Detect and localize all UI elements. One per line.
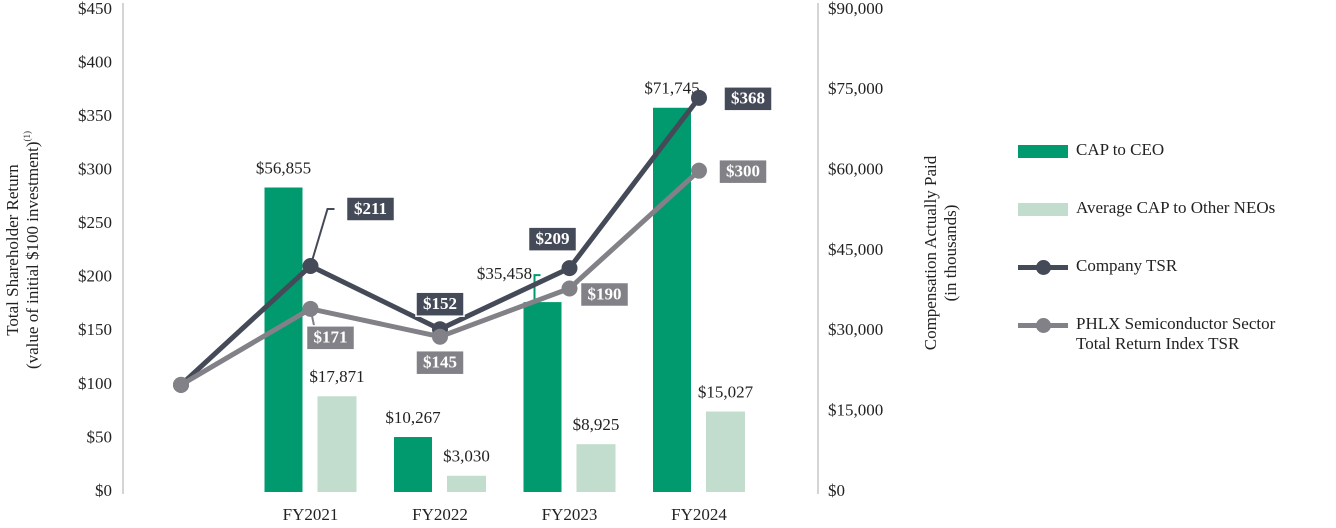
y-axis-title: Total Shareholder Return bbox=[3, 164, 22, 336]
y-axis-title: (value of initial $100 investment)(1) bbox=[22, 131, 42, 369]
line-value-label: $152 bbox=[423, 294, 457, 313]
legend-label: CAP to CEO bbox=[1076, 140, 1165, 159]
y-tick-label: $300 bbox=[78, 160, 112, 179]
bar bbox=[653, 107, 691, 493]
legend-swatch bbox=[1018, 203, 1068, 216]
y-axis-note: (1) bbox=[22, 131, 32, 142]
bar-value-label: $71,745 bbox=[644, 79, 699, 98]
y-tick-label: $100 bbox=[78, 374, 112, 393]
legend: CAP to CEO Average CAP to Other NEOs Compa… bbox=[1018, 140, 1336, 392]
x-tick-label: FY2023 bbox=[542, 505, 598, 524]
value-label-box bbox=[527, 226, 578, 252]
y2-axis-title: (in thousands) bbox=[941, 205, 960, 302]
legend-item: Company TSR bbox=[1018, 256, 1336, 276]
y2-tick-label: $60,000 bbox=[828, 160, 883, 179]
y2-tick-label: $45,000 bbox=[828, 240, 883, 259]
legend-label: Average CAP to Other NEOs bbox=[1076, 198, 1276, 217]
bar-value-label: $3,030 bbox=[443, 447, 490, 466]
legend-item: PHLX Semiconductor Sector Total Return I… bbox=[1018, 314, 1336, 354]
y2-tick-label: $0 bbox=[828, 481, 845, 500]
x-tick-label: FY2024 bbox=[671, 505, 727, 524]
x-tick-label: FY2022 bbox=[412, 505, 468, 524]
line-marker bbox=[561, 260, 578, 277]
y-axis-title-line: (value of initial $100 investment) bbox=[23, 141, 42, 369]
value-label-box bbox=[415, 291, 465, 317]
legend-label: Company TSR bbox=[1076, 256, 1178, 275]
bar-value-label: $17,871 bbox=[309, 367, 364, 386]
y2-tick-label: $30,000 bbox=[828, 320, 883, 339]
legend-swatch bbox=[1018, 318, 1068, 333]
value-label-box bbox=[345, 196, 396, 222]
line-value-label: $211 bbox=[354, 199, 387, 218]
y-tick-label: $0 bbox=[95, 481, 112, 500]
y-tick-label: $200 bbox=[78, 267, 112, 286]
bar bbox=[317, 396, 357, 492]
bar bbox=[523, 302, 562, 492]
bar bbox=[264, 187, 303, 492]
bar bbox=[447, 475, 486, 492]
y2-tick-label: $75,000 bbox=[828, 79, 883, 98]
bar-value-label: $8,925 bbox=[573, 415, 620, 434]
line-value-label: $190 bbox=[588, 284, 622, 303]
line-marker bbox=[173, 376, 189, 393]
legend-item: CAP to CEO bbox=[1018, 140, 1336, 160]
line-marker bbox=[691, 162, 707, 179]
legend-swatch bbox=[1018, 260, 1068, 275]
line-marker bbox=[561, 280, 578, 297]
leader-line bbox=[309, 308, 316, 329]
y-tick-label: $50 bbox=[87, 427, 113, 446]
bar-value-label: $15,027 bbox=[698, 382, 754, 401]
legend-label: PHLX Semiconductor Sector Total Return I… bbox=[1076, 314, 1276, 353]
line-value-label: $145 bbox=[423, 353, 457, 372]
y2-tick-label: $90,000 bbox=[828, 0, 883, 18]
value-label-box bbox=[718, 158, 768, 185]
y-tick-label: $400 bbox=[78, 52, 112, 71]
line-value-label: $209 bbox=[536, 229, 570, 248]
bar bbox=[394, 437, 432, 492]
y-tick-label: $450 bbox=[78, 0, 112, 18]
bar-value-label: $10,267 bbox=[385, 408, 441, 427]
y2-tick-label: $15,000 bbox=[828, 401, 883, 420]
line-marker bbox=[691, 89, 707, 106]
y-tick-label: $350 bbox=[78, 106, 112, 125]
value-label-box bbox=[305, 325, 356, 351]
value-label-box bbox=[723, 86, 773, 112]
value-label-box bbox=[579, 281, 630, 308]
leader-line bbox=[309, 207, 335, 267]
bar bbox=[576, 444, 616, 492]
legend-swatch bbox=[1018, 145, 1068, 158]
line-marker bbox=[432, 328, 448, 345]
value-label-box bbox=[415, 349, 465, 376]
bar-value-label: $56,855 bbox=[256, 158, 311, 177]
line-value-label: $300 bbox=[726, 162, 760, 181]
y-tick-label: $250 bbox=[78, 213, 112, 232]
x-tick-label: FY2021 bbox=[283, 505, 339, 524]
leader-line bbox=[533, 274, 541, 303]
line-value-label: $368 bbox=[731, 89, 765, 108]
y2-axis-title: Compensation Actually Paid bbox=[921, 155, 940, 350]
bar-value-label: $35,458 bbox=[477, 264, 532, 283]
line-value-label: $171 bbox=[314, 328, 348, 347]
bar bbox=[706, 411, 745, 492]
y-tick-label: $150 bbox=[78, 320, 112, 339]
legend-item: Average CAP to Other NEOs bbox=[1018, 198, 1336, 218]
